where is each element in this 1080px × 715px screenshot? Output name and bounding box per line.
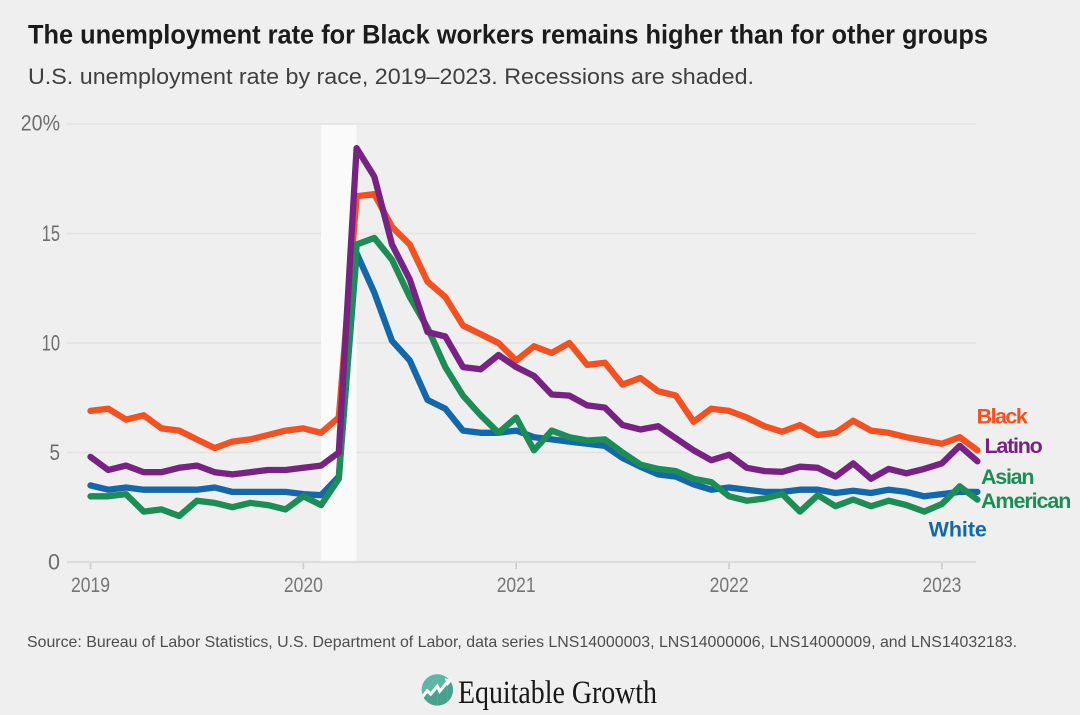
svg-text:0: 0 [48,550,60,575]
svg-text:10: 10 [42,331,60,356]
svg-text:2020: 2020 [284,573,323,597]
svg-text:Latino: Latino [985,434,1043,458]
svg-text:Black: Black [977,404,1028,428]
svg-text:2019: 2019 [71,573,110,597]
svg-text:Source: Bureau of Labor Statis: Source: Bureau of Labor Statistics, U.S.… [27,634,1017,651]
svg-text:15: 15 [42,221,60,246]
svg-text:Equitable Growth: Equitable Growth [458,675,657,711]
svg-text:20%: 20% [21,110,60,135]
svg-text:U.S. unemployment rate by race: U.S. unemployment rate by race, 2019–202… [28,64,754,89]
svg-text:White: White [929,517,987,541]
svg-text:Asian: Asian [981,465,1035,489]
svg-text:5: 5 [50,440,61,465]
svg-text:2022: 2022 [710,573,749,597]
svg-text:American: American [981,489,1071,513]
svg-text:The unemployment rate for Blac: The unemployment rate for Black workers … [28,20,988,50]
svg-text:2021: 2021 [497,573,536,597]
svg-text:2023: 2023 [922,573,961,597]
